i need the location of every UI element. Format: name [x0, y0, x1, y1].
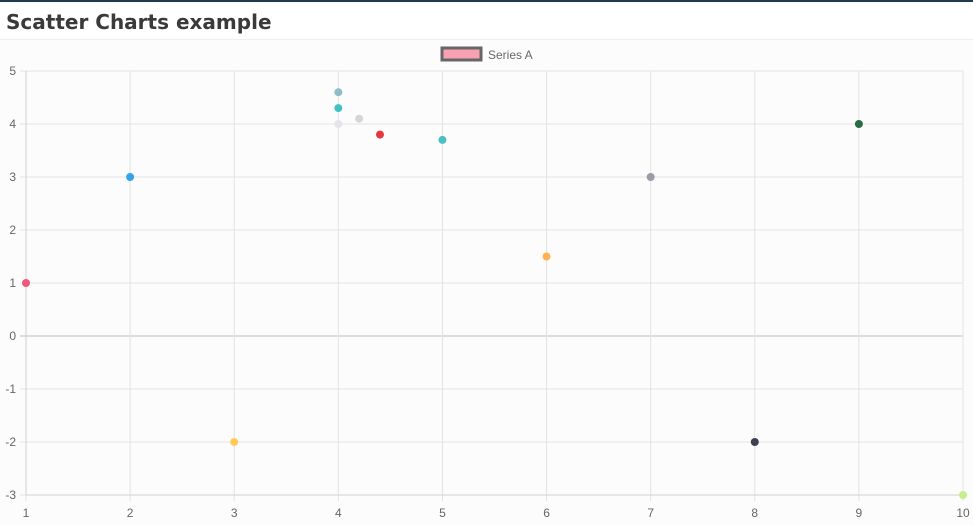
- y-tick-label: 4: [9, 117, 16, 131]
- scatter-point[interactable]: [355, 114, 364, 123]
- scatter-point[interactable]: [646, 173, 655, 181]
- page-title: Scatter Charts example: [6, 10, 272, 34]
- x-tick-label: 6: [543, 506, 550, 520]
- x-tick-label: 5: [439, 506, 446, 520]
- top-accent-bar: [0, 0, 973, 2]
- y-tick-label: 0: [9, 329, 16, 343]
- x-tick-label: 9: [856, 506, 863, 520]
- legend-swatch-series-a[interactable]: [440, 46, 483, 62]
- legend-label-series-a[interactable]: Series A: [488, 48, 533, 62]
- scatter-point[interactable]: [22, 279, 30, 287]
- y-tick-label: -2: [5, 435, 16, 449]
- y-tick-label: 5: [9, 64, 16, 78]
- y-axis-ticks: 5 4 3 2 1 0 -1 -2 -3: [5, 64, 16, 502]
- y-tick-label: 3: [9, 170, 16, 184]
- scatter-point[interactable]: [438, 135, 447, 144]
- scatter-point[interactable]: [542, 252, 551, 261]
- x-tick-label: 10: [956, 506, 970, 520]
- x-tick-label: 4: [335, 506, 342, 520]
- scatter-point[interactable]: [750, 438, 759, 446]
- scatter-point[interactable]: [334, 120, 343, 128]
- x-tick-label: 2: [127, 506, 134, 520]
- y-tick-label: 2: [9, 223, 16, 237]
- data-points: [22, 88, 967, 499]
- grid-layer: [20, 70, 964, 501]
- x-tick-label: 3: [231, 506, 238, 520]
- y-tick-label: -3: [5, 488, 16, 502]
- scatter-point[interactable]: [126, 173, 135, 181]
- page-header: Scatter Charts example: [0, 2, 973, 40]
- scatter-point[interactable]: [375, 130, 384, 139]
- scatter-point[interactable]: [334, 104, 343, 113]
- x-tick-label: 7: [647, 506, 654, 520]
- scatter-point[interactable]: [854, 120, 863, 128]
- x-tick-label: 1: [23, 506, 30, 520]
- y-tick-label: -1: [5, 382, 16, 396]
- scatter-point[interactable]: [230, 438, 239, 446]
- legend[interactable]: Series A: [440, 46, 533, 62]
- x-tick-label: 8: [751, 506, 758, 520]
- chart-area: 5 4 3 2 1 0 -1 -2 -3 1 2 3 4 5 6 7 8 9 10 Series A: [0, 40, 973, 525]
- scatter-point[interactable]: [334, 88, 343, 97]
- x-axis-ticks: 1 2 3 4 5 6 7 8 9 10: [23, 506, 970, 520]
- scatter-point[interactable]: [959, 491, 967, 499]
- y-tick-label: 1: [9, 276, 16, 290]
